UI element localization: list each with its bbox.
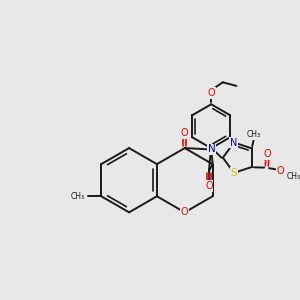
Text: N: N [208, 145, 215, 154]
Text: O: O [207, 88, 215, 98]
Text: O: O [205, 181, 213, 191]
Text: O: O [181, 207, 189, 217]
Text: CH₃: CH₃ [247, 130, 261, 139]
Text: CH₃: CH₃ [71, 192, 85, 201]
Text: O: O [277, 166, 284, 176]
Text: N: N [230, 137, 238, 148]
Text: O: O [264, 149, 271, 159]
Text: CH₃: CH₃ [286, 172, 300, 182]
Text: S: S [231, 168, 237, 178]
Text: O: O [181, 128, 189, 138]
